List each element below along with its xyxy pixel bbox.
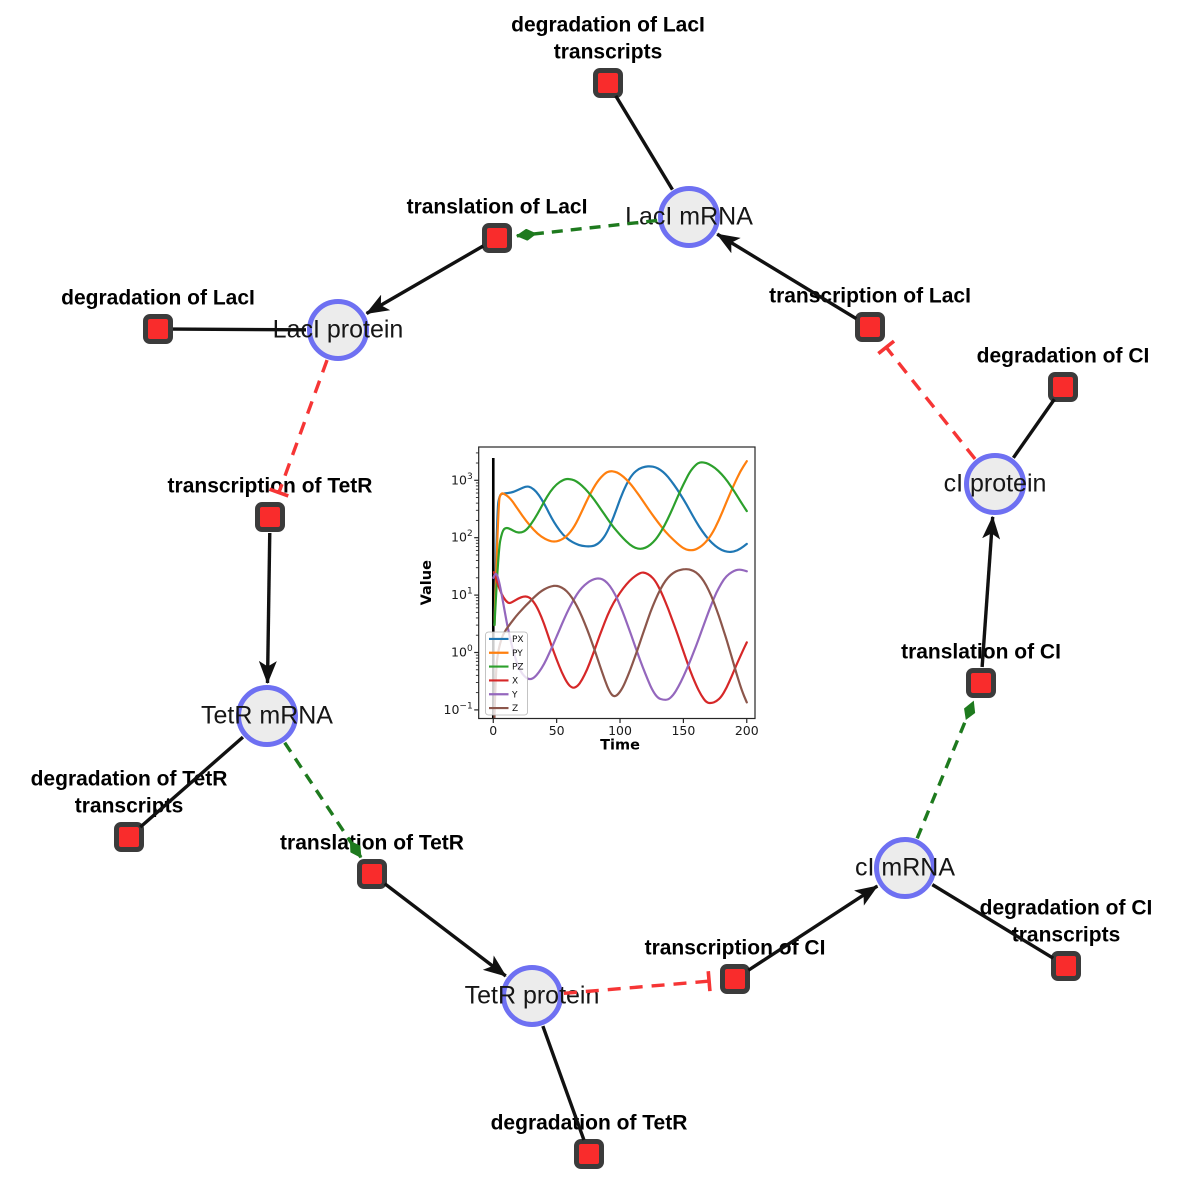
legend-label-Z: Z bbox=[512, 704, 518, 714]
reaction-node-translation-of-tetr[interactable] bbox=[357, 859, 387, 889]
x-axis-label: Time bbox=[600, 738, 640, 754]
species-label-ci-protein: cI protein bbox=[943, 469, 1047, 498]
reaction-label-line: translation of LacI bbox=[406, 195, 588, 219]
reaction-node-degradation-of-ci-transcripts[interactable] bbox=[1051, 951, 1081, 981]
x-tick-label: 100 bbox=[608, 723, 632, 738]
reaction-node-transcription-of-tetr[interactable] bbox=[255, 502, 285, 532]
legend-label-PY: PY bbox=[512, 649, 523, 659]
reaction-label-transcription-of-ci: transcription of CI bbox=[645, 935, 826, 962]
edge-line-laci-mrna-to-degradation-of-laci-transcripts bbox=[614, 94, 674, 191]
series-Z bbox=[493, 568, 748, 719]
reaction-node-translation-of-ci[interactable] bbox=[966, 668, 996, 698]
plot-series bbox=[492, 460, 748, 719]
species-node-tetr-mrna[interactable] bbox=[236, 685, 298, 747]
y-tick-label: 100 bbox=[451, 644, 473, 660]
reaction-label-line: degradation of LacI bbox=[511, 13, 705, 37]
reaction-label-line: degradation of TetR bbox=[490, 1111, 688, 1135]
reaction-node-degradation-of-laci[interactable] bbox=[143, 314, 173, 344]
reaction-node-degradation-of-laci-transcripts[interactable] bbox=[593, 68, 623, 98]
reaction-label-line: degradation of CI bbox=[976, 344, 1150, 368]
reaction-node-transcription-of-ci[interactable] bbox=[720, 964, 750, 994]
reaction-node-translation-of-laci[interactable] bbox=[482, 223, 512, 253]
reaction-label-degradation-of-tetr-transcripts: degradation of TetR transcripts bbox=[31, 765, 228, 820]
reaction-label-line: transcription of TetR bbox=[167, 474, 373, 498]
y-tick-label: 10−1 bbox=[444, 701, 473, 717]
reaction-label-degradation-of-laci-transcripts: degradation of LacI transcripts bbox=[511, 11, 705, 66]
reaction-node-degradation-of-tetr[interactable] bbox=[574, 1139, 604, 1169]
y-tick-label: 101 bbox=[451, 587, 473, 603]
y-axis-label: Value bbox=[420, 560, 435, 606]
reaction-node-degradation-of-tetr-transcripts[interactable] bbox=[114, 822, 144, 852]
edge-inhibition-ci-protein-to-transcription-of-laci bbox=[877, 339, 977, 461]
reaction-label-line: transcription of CI bbox=[644, 936, 826, 960]
reaction-label-degradation-of-ci: degradation of CI bbox=[977, 343, 1150, 370]
legend-label-PX: PX bbox=[512, 635, 524, 645]
reaction-node-degradation-of-ci[interactable] bbox=[1048, 372, 1078, 402]
reaction-label-degradation-of-laci: degradation of LacI bbox=[61, 285, 255, 312]
species-node-laci-protein[interactable] bbox=[307, 299, 369, 361]
reaction-label-line: degradation of CI bbox=[979, 896, 1153, 920]
species-node-laci-mrna[interactable] bbox=[658, 186, 720, 248]
reaction-node-transcription-of-laci[interactable] bbox=[855, 312, 885, 342]
reaction-label-line: translation of CI bbox=[901, 640, 1061, 664]
reaction-label-line: transcripts bbox=[74, 794, 184, 818]
species-label-tetr-mrna: TetR mRNA bbox=[201, 701, 333, 730]
reaction-label-degradation-of-tetr: degradation of TetR bbox=[491, 1110, 688, 1137]
species-label-tetr-protein: TetR protein bbox=[464, 981, 600, 1010]
x-tick-label: 150 bbox=[671, 723, 695, 738]
species-label-ci-mrna: cI mRNA bbox=[855, 853, 955, 882]
species-label-laci-protein: LacI protein bbox=[272, 315, 404, 344]
reaction-label-translation-of-ci: translation of CI bbox=[901, 639, 1061, 666]
reaction-label-transcription-of-tetr: transcription of TetR bbox=[168, 473, 373, 500]
reaction-label-line: translation of TetR bbox=[280, 831, 464, 855]
edge-arrow-translation-of-tetr-to-tetr-protein bbox=[383, 882, 507, 978]
x-tick-label: 50 bbox=[549, 723, 565, 738]
series-PZ bbox=[493, 461, 748, 627]
x-tick-label: 200 bbox=[735, 723, 759, 738]
series-X bbox=[492, 571, 748, 705]
reaction-label-line: transcripts bbox=[553, 40, 663, 64]
reaction-label-line: transcripts bbox=[1011, 923, 1121, 947]
reaction-label-line: degradation of LacI bbox=[61, 286, 255, 310]
reaction-label-line: degradation of TetR bbox=[30, 767, 228, 791]
legend-label-PZ: PZ bbox=[512, 663, 524, 673]
y-tick-label: 102 bbox=[451, 529, 473, 545]
plot-frame bbox=[478, 446, 756, 720]
legend-label-X: X bbox=[512, 676, 518, 686]
plot-legend: PX PY PZ XYZ bbox=[485, 631, 528, 716]
edge-arrow-transcription-of-tetr-to-tetr-mrna bbox=[258, 532, 277, 685]
edge-arrow-translation-of-laci-to-laci-protein bbox=[365, 244, 485, 315]
reaction-label-translation-of-laci: translation of LacI bbox=[407, 194, 588, 221]
edge-activation-ci-mrna-to-translation-of-ci bbox=[915, 700, 976, 840]
simulation-plot: 0 50 100 150 200 10−1 100 101 102 103 Time Value PX P… bbox=[419, 430, 765, 770]
plot-svg: 0 50 100 150 20010−1100101102103TimeValuePXP… bbox=[419, 446, 759, 754]
y-tick-label: 103 bbox=[451, 472, 473, 488]
reaction-label-line: transcription of LacI bbox=[769, 284, 971, 308]
edge-line-ci-protein-to-degradation-of-ci bbox=[1011, 398, 1056, 459]
species-label-laci-mrna: LacI mRNA bbox=[625, 202, 753, 231]
reaction-label-degradation-of-ci-transcripts: degradation of CI transcripts bbox=[980, 894, 1153, 949]
species-node-ci-protein[interactable] bbox=[964, 453, 1026, 515]
x-tick-label: 0 bbox=[489, 723, 497, 738]
species-node-tetr-protein[interactable] bbox=[501, 965, 563, 1027]
species-node-ci-mrna[interactable] bbox=[874, 837, 936, 899]
series-PX bbox=[493, 465, 748, 627]
reaction-label-transcription-of-laci: transcription of LacI bbox=[769, 283, 971, 310]
legend-label-Y: Y bbox=[511, 690, 518, 700]
reaction-label-translation-of-tetr: translation of TetR bbox=[280, 830, 464, 857]
